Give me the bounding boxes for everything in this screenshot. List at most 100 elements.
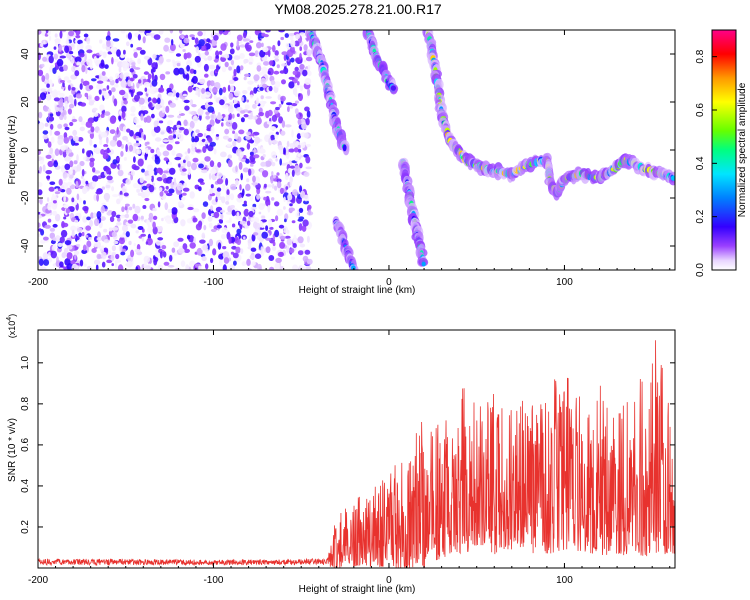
noise-blob <box>158 56 164 64</box>
noise-blob <box>148 212 154 219</box>
noise-blob <box>166 217 172 224</box>
noise-blob <box>191 104 197 108</box>
noise-blob <box>183 37 190 44</box>
noise-blob <box>69 121 74 127</box>
noise-blob <box>111 231 117 238</box>
noise-blob <box>115 253 120 260</box>
noise-blob <box>286 140 290 147</box>
noise-blob <box>125 178 131 185</box>
noise-blob <box>239 220 247 225</box>
noise-blob <box>95 191 102 195</box>
noise-blob <box>263 196 267 201</box>
noise-blob <box>216 114 223 120</box>
noise-blob <box>226 143 232 147</box>
noise-blob <box>245 44 252 52</box>
noise-blob <box>216 224 222 229</box>
noise-blob <box>270 80 276 86</box>
noise-blob <box>250 247 257 252</box>
noise-blob <box>141 236 145 242</box>
ridge-core <box>342 144 347 152</box>
noise-blob <box>281 120 286 128</box>
noise-blob <box>288 105 294 109</box>
noise-blob <box>287 193 293 201</box>
noise-blob <box>180 260 186 268</box>
noise-blob <box>302 255 309 262</box>
noise-blob <box>66 252 73 260</box>
noise-blob <box>215 64 219 73</box>
noise-blob <box>73 142 79 146</box>
noise-blob <box>92 175 99 182</box>
noise-blob <box>142 110 149 115</box>
noise-blob <box>269 126 276 131</box>
noise-blob <box>281 162 287 166</box>
noise-blob <box>207 216 213 222</box>
noise-blob <box>69 51 74 55</box>
noise-blob <box>304 77 312 86</box>
noise-blob <box>109 76 114 81</box>
noise-blob <box>111 210 117 218</box>
noise-blob <box>62 64 68 72</box>
noise-blob <box>96 83 103 90</box>
noise-blob <box>140 215 144 220</box>
noise-blob <box>288 81 295 89</box>
noise-blob <box>296 133 301 140</box>
noise-blob <box>253 154 260 159</box>
noise-blob <box>263 183 267 188</box>
noise-blob <box>222 135 230 140</box>
noise-blob <box>197 108 204 116</box>
noise-blob <box>293 165 301 173</box>
snr-axes: -200 -100 0 100 0.2 0.4 0.6 0.8 1.0 <box>20 330 675 586</box>
noise-blob <box>97 80 104 84</box>
noise-blob <box>246 142 251 150</box>
noise-blob <box>288 76 295 80</box>
noise-blob <box>194 55 201 63</box>
snr-x-tick-label: -200 <box>28 575 48 586</box>
noise-blob <box>67 181 73 186</box>
noise-blob <box>154 252 161 258</box>
noise-blob <box>106 136 109 144</box>
noise-blob <box>72 129 78 136</box>
noise-blob <box>88 85 94 90</box>
noise-blob <box>277 251 284 258</box>
noise-blob <box>225 211 233 215</box>
noise-blob <box>263 34 269 38</box>
noise-blob <box>137 58 142 65</box>
noise-blob <box>88 101 95 106</box>
noise-blob <box>58 53 61 57</box>
noise-blob <box>53 53 59 60</box>
noise-blob <box>292 189 298 197</box>
noise-blob <box>218 219 223 223</box>
noise-blob <box>270 175 274 184</box>
noise-blob <box>276 172 280 176</box>
noise-blob <box>77 137 84 142</box>
noise-blob <box>164 202 169 211</box>
noise-blob <box>250 206 257 210</box>
noise-blob <box>193 208 200 213</box>
noise-blob <box>245 193 251 197</box>
noise-blob <box>58 92 65 98</box>
noise-blob <box>48 55 54 64</box>
noise-blob <box>181 196 186 201</box>
noise-blob <box>215 196 218 203</box>
noise-blob <box>223 257 230 264</box>
noise-blob <box>158 30 164 35</box>
noise-blob <box>236 228 242 235</box>
noise-blob <box>103 144 109 148</box>
spectrogram-y-tick-label: 40 <box>20 48 31 60</box>
noise-blob <box>209 188 214 195</box>
noise-blob <box>76 243 81 247</box>
noise-blob <box>265 225 269 232</box>
noise-blob <box>291 129 294 138</box>
colorbar-tick-label: 0.6 <box>695 103 706 117</box>
noise-blob <box>68 169 73 175</box>
noise-blob <box>289 165 295 169</box>
noise-blob <box>293 234 297 243</box>
noise-blob <box>63 132 68 139</box>
noise-blob <box>38 222 41 228</box>
noise-blob <box>53 160 59 168</box>
noise-blob <box>186 65 191 72</box>
noise-blob <box>51 154 55 160</box>
noise-blob <box>189 120 195 129</box>
noise-blob <box>96 253 102 260</box>
